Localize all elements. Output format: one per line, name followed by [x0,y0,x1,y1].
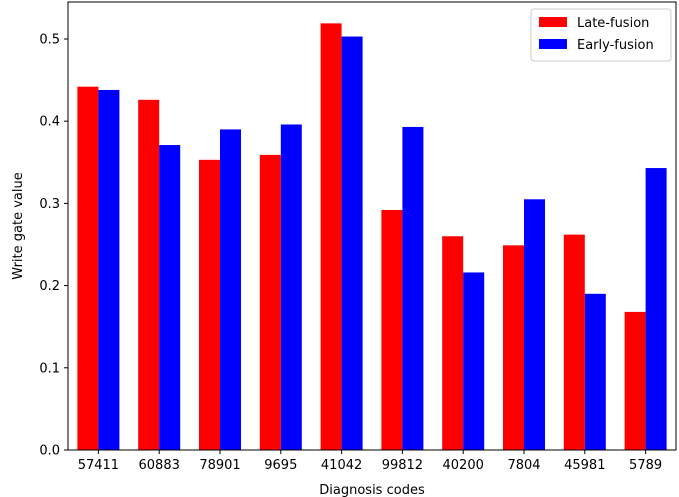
y-axis-label: Write gate value [11,172,26,279]
bar-early-fusion-5789 [645,168,667,450]
legend: Late-fusion Early-fusion [530,8,672,62]
x-axis-label: Diagnosis codes [319,483,425,497]
x-tick-label: 78901 [199,458,240,473]
bar-late-fusion-60883 [138,99,160,450]
x-tick-label: 41042 [321,458,362,473]
y-tick-label: 0.2 [39,279,60,294]
y-tick-label: 0.1 [39,361,60,376]
x-tick-label: 40200 [443,458,484,473]
bar-early-fusion-41042 [341,36,363,450]
bar-early-fusion-99812 [402,126,424,451]
bar-late-fusion-5789 [624,311,646,450]
legend-label-early-fusion: Early-fusion [577,38,654,53]
bar-early-fusion-7804 [524,199,545,450]
x-tick-label: 60883 [139,458,180,473]
plot-frame [67,1,677,451]
bar-early-fusion-40200 [463,272,485,450]
bar-late-fusion-45981 [563,234,585,450]
legend-swatch-early-fusion [539,39,567,49]
bar-late-fusion-9695 [259,154,281,450]
bar-late-fusion-41042 [320,23,342,451]
y-tick-label: 0.3 [39,197,60,212]
legend-swatch-late-fusion [539,17,567,27]
x-tick-label: 99812 [382,458,423,473]
bar-early-fusion-9695 [280,124,302,450]
x-tick-label: 9695 [264,458,297,473]
bar-late-fusion-40200 [442,236,464,450]
bar-late-fusion-78901 [199,159,220,451]
x-tick-label: 45981 [564,458,605,473]
bar-early-fusion-57411 [98,89,120,450]
bar-early-fusion-78901 [220,129,241,450]
y-axis-ticks: 0.0 0.1 0.2 0.3 0.4 0.5 [39,32,68,459]
y-tick-label: 0.4 [39,115,60,130]
bar-early-fusion-60883 [159,145,181,450]
legend-label-late-fusion: Late-fusion [577,16,649,31]
x-tick-label: 57411 [78,458,119,473]
bar-late-fusion-99812 [381,209,403,450]
y-tick-label: 0.5 [39,32,60,47]
bar-late-fusion-57411 [77,86,99,450]
bar-early-fusion-45981 [584,293,606,450]
bars-group [77,23,667,451]
x-tick-label: 7804 [507,458,540,473]
y-tick-label: 0.0 [39,444,60,459]
x-axis-ticks: 57411 60883 78901 9695 41042 99812 40200 7804 45… [78,450,662,473]
x-tick-label: 5789 [629,458,662,473]
bar-late-fusion-7804 [503,245,524,450]
